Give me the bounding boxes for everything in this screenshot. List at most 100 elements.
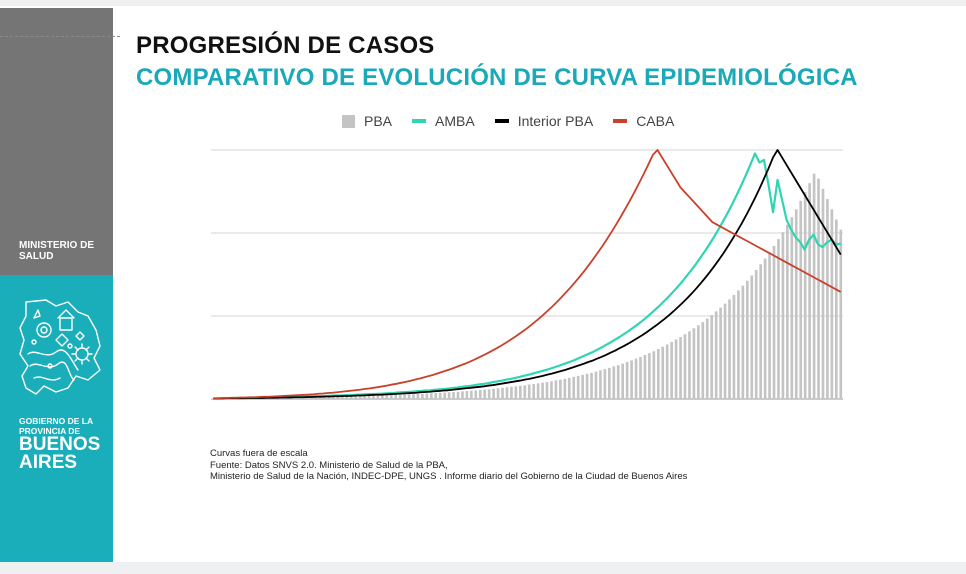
chart-lines [213,149,842,400]
bar-pba [763,258,767,399]
bar-pba [398,394,402,399]
bar-pba [714,311,718,399]
bar-pba [821,188,825,399]
bar-pba [349,396,353,399]
bar-pba [576,375,580,399]
legend-label-amba: AMBA [435,113,475,129]
bar-pba [385,395,389,399]
bar-pba [625,361,629,399]
bar-pba [639,356,642,399]
bar-pba [532,384,536,399]
bar-pba [799,200,803,399]
bar-pba [514,386,518,399]
bar-pba [314,397,317,399]
bar-pba [754,270,758,399]
bar-pba [501,387,504,399]
bar-pba [723,303,727,399]
bar-pba [759,264,762,399]
bar-pba [541,382,544,399]
bar-pba [381,395,384,399]
bar-pba [461,391,464,399]
bar-pba [563,378,567,399]
bar-pba [692,328,696,399]
bar-pba [781,232,785,399]
bar-pba [447,392,451,399]
bar-pba [652,351,656,399]
bar-pba [808,183,811,399]
bar-pba [772,245,776,399]
bar-pba [376,395,380,399]
bar-pba [505,387,509,399]
bar-pba [470,390,473,399]
bar-pba [683,334,687,399]
bar-pba [719,307,722,399]
legend-swatch-interior-pba [494,119,509,123]
bar-pba [817,178,820,399]
slide-title: PROGRESIÓN DE CASOS [136,32,435,59]
bar-pba [363,395,366,399]
bar-pba [826,199,829,399]
legend-label-pba: PBA [364,113,393,129]
bar-pba [612,366,616,399]
bar-pba [643,354,647,399]
bar-pba [786,224,789,399]
bar-pba [336,396,340,399]
bar-pba [777,239,780,399]
bar-pba [705,318,709,399]
bar-pba [554,380,558,399]
bar-pba [345,396,349,399]
bar-pba [559,379,562,399]
bar-pba [332,396,335,399]
bar-pba [701,322,705,399]
bar-pba [340,396,344,399]
bar-pba [527,384,531,399]
bar-pba [830,209,834,399]
bar-pba [487,389,491,399]
bar-pba [608,367,611,400]
bar-pba [634,358,638,399]
bar-pba [585,373,589,399]
bar-pba [745,280,749,399]
bar-pba [594,371,598,399]
legend-item-pba: PBA [342,113,392,129]
bar-pba [323,396,326,399]
bar-pba [510,386,513,399]
bar-pba [741,285,745,399]
bar-pba [630,360,633,399]
buenos-aires-label: BUENOS AIRES [19,434,101,473]
bar-pba [394,394,398,399]
bar-pba [403,394,406,399]
bar-pba [211,398,215,399]
bar-pba [496,388,500,399]
note-line-3: Ministerio de Salud de la Nación, INDEC-… [210,471,688,482]
bar-pba [621,363,625,399]
bar-pba [599,370,602,399]
bar-pba [567,377,571,399]
chart-legend: PBA AMBA Interior PBA CABA [342,112,694,130]
bar-pba [737,290,740,399]
bar-pba [434,393,438,399]
legend-item-amba: AMBA [412,113,475,129]
sidebar-top-panel [0,8,113,275]
bar-pba [416,394,420,399]
province-emblem-icon [19,299,101,395]
bar-pba [661,346,665,399]
bar-pba [648,353,651,399]
dashed-divider [0,36,120,37]
bar-pba [794,209,798,399]
bar-pba [327,396,331,399]
legend-label-caba: CABA [636,113,675,129]
bar-pba [367,395,371,399]
bar-pba [710,315,714,399]
bar-pba [483,389,487,399]
bar-pba [732,294,736,399]
legend-item-caba: CABA [613,113,674,129]
bar-pba [318,396,322,399]
bar-pba [750,275,754,399]
bar-pba [421,393,424,399]
bar-pba [590,372,593,399]
bar-pba [429,393,433,399]
bar-pba [674,339,678,399]
bar-pba [309,397,313,399]
